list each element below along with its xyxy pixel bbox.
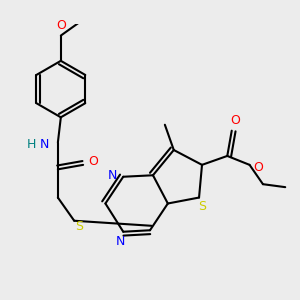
Text: O: O xyxy=(254,161,263,174)
Text: S: S xyxy=(75,220,83,233)
Text: O: O xyxy=(230,114,240,127)
Text: S: S xyxy=(198,200,206,213)
Text: H: H xyxy=(26,138,36,151)
Text: O: O xyxy=(56,19,66,32)
Text: N: N xyxy=(108,169,118,182)
Text: O: O xyxy=(88,155,98,168)
Text: N: N xyxy=(40,138,49,151)
Text: N: N xyxy=(116,235,126,248)
